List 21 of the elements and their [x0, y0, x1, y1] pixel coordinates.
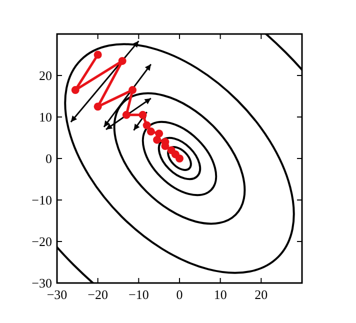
point [94, 50, 102, 59]
x-tick-label: −10 [128, 287, 149, 302]
y-tick-label: 10 [39, 110, 52, 125]
x-tick-label: −20 [88, 287, 108, 302]
point [142, 121, 151, 130]
y-tick-label: 0 [46, 151, 52, 166]
point [128, 86, 137, 94]
y-tick-label: −30 [32, 276, 52, 291]
point [146, 128, 155, 136]
point [118, 56, 126, 65]
y-tick-label: −20 [32, 234, 52, 250]
point [71, 86, 80, 94]
x-tick-label: 20 [254, 287, 268, 302]
y-tick-label: 20 [39, 68, 52, 84]
x-tick-label: 0 [176, 287, 183, 302]
y-tick-label: −10 [32, 192, 52, 208]
point [122, 110, 130, 119]
point [155, 130, 164, 138]
x-tick-label: 10 [214, 287, 227, 302]
point [153, 136, 162, 144]
point [94, 102, 102, 111]
